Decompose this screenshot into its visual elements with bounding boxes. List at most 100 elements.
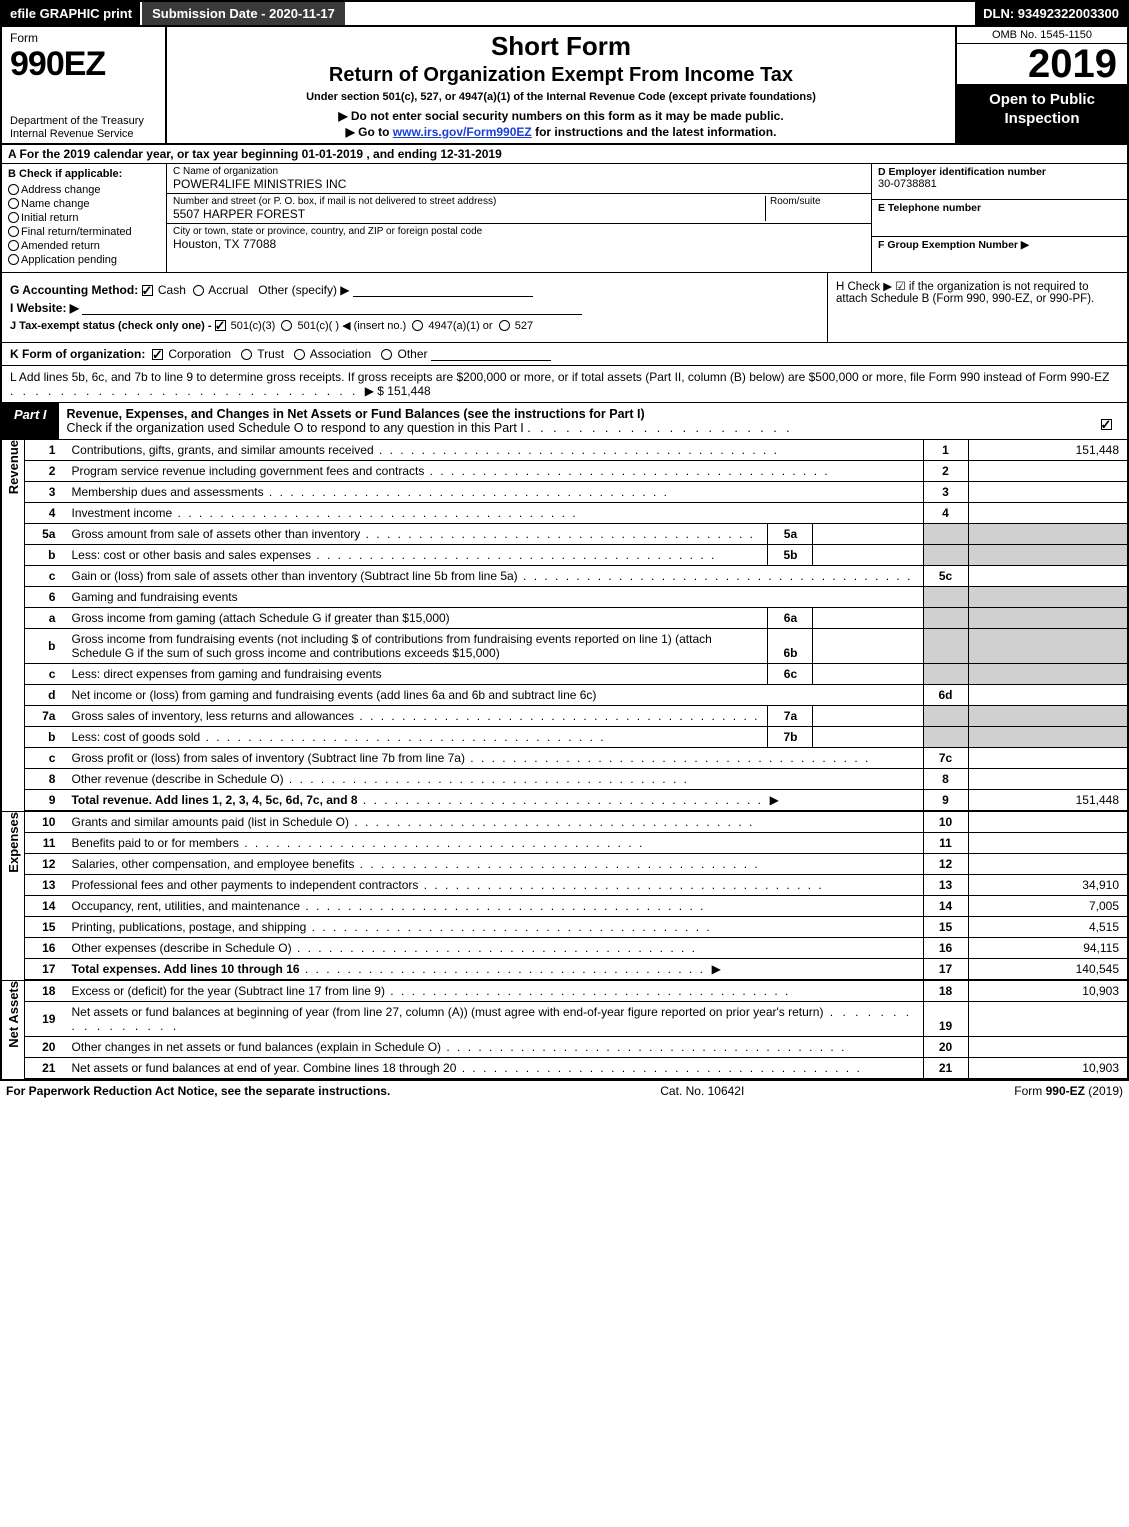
footer-left: For Paperwork Reduction Act Notice, see … (6, 1084, 390, 1098)
chk-trust[interactable] (241, 349, 252, 360)
part1-tab: Part I (2, 403, 59, 439)
netassets-table: 18Excess or (deficit) for the year (Subt… (25, 981, 1129, 1079)
line-11: 11Benefits paid to or for members11 (25, 833, 1128, 854)
expenses-table: 10Grants and similar amounts paid (list … (25, 812, 1129, 980)
col-c-org: C Name of organization POWER4LIFE MINIST… (167, 164, 872, 272)
line-14: 14Occupancy, rent, utilities, and mainte… (25, 896, 1128, 917)
info-left: G Accounting Method: Cash Accrual Other … (2, 273, 827, 342)
tel-label: E Telephone number (878, 202, 1121, 214)
line-8: 8 Other revenue (describe in Schedule O)… (25, 769, 1128, 790)
line-16: 16Other expenses (describe in Schedule O… (25, 938, 1128, 959)
line-9: 9 Total revenue. Add lines 1, 2, 3, 4, 5… (25, 790, 1128, 811)
line-h: H Check ▶ ☑ if the organization is not r… (827, 273, 1127, 342)
revenue-table: 1 Contributions, gifts, grants, and simi… (25, 440, 1129, 811)
line-10: 10Grants and similar amounts paid (list … (25, 812, 1128, 833)
revenue-section: Revenue 1 Contributions, gifts, grants, … (0, 440, 1129, 812)
line-15: 15Printing, publications, postage, and s… (25, 917, 1128, 938)
chk-schedule-o[interactable] (1101, 419, 1112, 430)
chk-4947[interactable] (412, 320, 423, 331)
header-mid: Short Form Return of Organization Exempt… (167, 27, 957, 143)
title-return: Return of Organization Exempt From Incom… (173, 64, 949, 87)
header-left: Form 990EZ Department of the Treasury In… (2, 27, 167, 143)
col-b-header: B Check if applicable: (8, 168, 160, 180)
chk-501c[interactable] (281, 320, 292, 331)
street-value: 5507 HARPER FOREST (173, 207, 765, 221)
entity-block: B Check if applicable: Address change Na… (0, 164, 1129, 273)
goto-line: ▶ Go to www.irs.gov/Form990EZ for instru… (173, 125, 949, 139)
line-2: 2 Program service revenue including gove… (25, 461, 1128, 482)
chk-accrual[interactable] (193, 285, 204, 296)
title-shortform: Short Form (173, 31, 949, 62)
line-3: 3 Membership dues and assessments 3 (25, 482, 1128, 503)
footer-mid: Cat. No. 10642I (660, 1084, 744, 1098)
part1-header: Part I Revenue, Expenses, and Changes in… (0, 403, 1129, 440)
room-label: Room/suite (770, 196, 865, 207)
part1-check (1087, 403, 1127, 439)
line-6d: d Net income or (loss) from gaming and f… (25, 685, 1128, 706)
line-6: 6 Gaming and fundraising events (25, 587, 1128, 608)
line-1: 1 Contributions, gifts, grants, and simi… (25, 440, 1128, 461)
line-6c: c Less: direct expenses from gaming and … (25, 664, 1128, 685)
spacer (345, 2, 975, 25)
line-6b: b Gross income from fundraising events (… (25, 629, 1128, 664)
ssn-warning: ▶ Do not enter social security numbers o… (173, 109, 949, 123)
chk-corp[interactable] (152, 349, 163, 360)
line-5a: 5a Gross amount from sale of assets othe… (25, 524, 1128, 545)
form-number: 990EZ (10, 45, 157, 84)
goto-pre: ▶ Go to (346, 125, 393, 139)
header-right: OMB No. 1545-1150 2019 Open to Public In… (957, 27, 1127, 143)
efile-print-label[interactable]: efile GRAPHIC print (2, 2, 140, 25)
expenses-section: Expenses 10Grants and similar amounts pa… (0, 812, 1129, 981)
line-21: 21Net assets or fund balances at end of … (25, 1058, 1128, 1079)
line-6a: a Gross income from gaming (attach Sched… (25, 608, 1128, 629)
line-5b: b Less: cost or other basis and sales ex… (25, 545, 1128, 566)
chk-cash[interactable] (142, 285, 153, 296)
line-g: G Accounting Method: Cash Accrual Other … (10, 283, 819, 297)
dept-treasury: Department of the Treasury (10, 115, 157, 128)
line-a-taxyear: A For the 2019 calendar year, or tax yea… (0, 145, 1129, 164)
netassets-section: Net Assets 18Excess or (deficit) for the… (0, 981, 1129, 1081)
street-label: Number and street (or P. O. box, if mail… (173, 196, 765, 207)
city-value: Houston, TX 77088 (173, 237, 865, 251)
ein-label: D Employer identification number (878, 166, 1121, 178)
city-label: City or town, state or province, country… (173, 226, 865, 237)
line-18: 18Excess or (deficit) for the year (Subt… (25, 981, 1128, 1002)
chk-other-org[interactable] (381, 349, 392, 360)
chk-address-change[interactable]: Address change (8, 184, 160, 196)
line-5c: c Gain or (loss) from sale of assets oth… (25, 566, 1128, 587)
dln-label: DLN: 93492322003300 (975, 2, 1127, 25)
info-ghij: G Accounting Method: Cash Accrual Other … (0, 273, 1129, 343)
line-k: K Form of organization: Corporation Trus… (0, 343, 1129, 366)
ein-value: 30-0738881 (878, 178, 1121, 190)
line-i: I Website: ▶ (10, 301, 819, 315)
page-footer: For Paperwork Reduction Act Notice, see … (0, 1081, 1129, 1101)
top-bar: efile GRAPHIC print Submission Date - 20… (0, 0, 1129, 27)
irs-label: Internal Revenue Service (10, 128, 157, 141)
org-name-label: C Name of organization (173, 166, 865, 177)
irs-link[interactable]: www.irs.gov/Form990EZ (393, 125, 532, 139)
chk-501c3[interactable] (215, 320, 226, 331)
line-19: 19Net assets or fund balances at beginni… (25, 1002, 1128, 1037)
goto-post: for instructions and the latest informat… (532, 125, 777, 139)
revenue-vlabel: Revenue (0, 440, 25, 811)
group-exemption-label: F Group Exemption Number ▶ (878, 239, 1121, 251)
chk-assoc[interactable] (294, 349, 305, 360)
chk-application-pending[interactable]: Application pending (8, 254, 160, 266)
line-7c: c Gross profit or (loss) from sales of i… (25, 748, 1128, 769)
form-word: Form (10, 31, 157, 45)
chk-527[interactable] (499, 320, 510, 331)
expenses-vlabel: Expenses (0, 812, 25, 980)
chk-initial-return[interactable]: Initial return (8, 212, 160, 224)
line-7a: 7a Gross sales of inventory, less return… (25, 706, 1128, 727)
line-12: 12Salaries, other compensation, and empl… (25, 854, 1128, 875)
footer-right: Form 990-EZ (2019) (1014, 1084, 1123, 1098)
chk-amended-return[interactable]: Amended return (8, 240, 160, 252)
part1-title: Revenue, Expenses, and Changes in Net As… (59, 403, 1087, 439)
line-17: 17Total expenses. Add lines 10 through 1… (25, 959, 1128, 980)
submission-date-label: Submission Date - 2020-11-17 (140, 2, 345, 25)
org-name: POWER4LIFE MINISTRIES INC (173, 177, 865, 191)
line-20: 20Other changes in net assets or fund ba… (25, 1037, 1128, 1058)
chk-final-return[interactable]: Final return/terminated (8, 226, 160, 238)
line-l: L Add lines 5b, 6c, and 7b to line 9 to … (0, 366, 1129, 403)
chk-name-change[interactable]: Name change (8, 198, 160, 210)
